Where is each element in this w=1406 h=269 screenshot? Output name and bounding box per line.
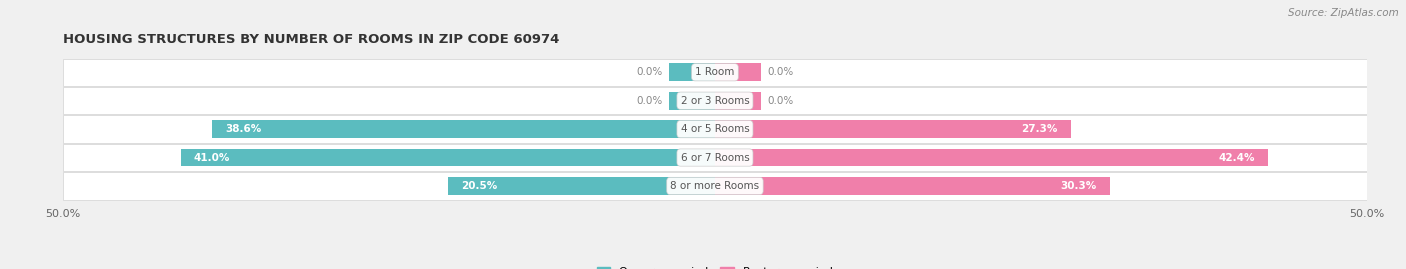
Text: Source: ZipAtlas.com: Source: ZipAtlas.com xyxy=(1288,8,1399,18)
Bar xyxy=(63,115,1367,143)
Text: 42.4%: 42.4% xyxy=(1218,153,1254,162)
Text: 2 or 3 Rooms: 2 or 3 Rooms xyxy=(681,96,749,106)
Text: HOUSING STRUCTURES BY NUMBER OF ROOMS IN ZIP CODE 60974: HOUSING STRUCTURES BY NUMBER OF ROOMS IN… xyxy=(63,33,560,46)
Bar xyxy=(669,63,716,81)
Bar xyxy=(63,87,1367,114)
Text: 30.3%: 30.3% xyxy=(1060,181,1097,191)
Text: 0.0%: 0.0% xyxy=(768,96,793,106)
Bar xyxy=(447,177,716,195)
Bar xyxy=(63,144,1367,171)
Text: 20.5%: 20.5% xyxy=(461,181,498,191)
Text: 1 Room: 1 Room xyxy=(695,67,735,77)
Text: 0.0%: 0.0% xyxy=(637,67,662,77)
Text: 8 or more Rooms: 8 or more Rooms xyxy=(671,181,759,191)
Bar xyxy=(716,149,1268,166)
Text: 41.0%: 41.0% xyxy=(194,153,231,162)
Text: 6 or 7 Rooms: 6 or 7 Rooms xyxy=(681,153,749,162)
Text: 38.6%: 38.6% xyxy=(225,124,262,134)
Bar xyxy=(180,149,716,166)
Bar xyxy=(63,59,1367,86)
Bar xyxy=(63,172,1367,200)
Text: 0.0%: 0.0% xyxy=(637,96,662,106)
Text: 27.3%: 27.3% xyxy=(1021,124,1057,134)
Text: 0.0%: 0.0% xyxy=(768,67,793,77)
Bar xyxy=(716,177,1109,195)
Text: 4 or 5 Rooms: 4 or 5 Rooms xyxy=(681,124,749,134)
Bar xyxy=(669,92,716,109)
Bar xyxy=(716,63,761,81)
Bar xyxy=(716,120,1071,138)
Bar xyxy=(716,92,761,109)
Bar xyxy=(212,120,716,138)
Legend: Owner-occupied, Renter-occupied: Owner-occupied, Renter-occupied xyxy=(596,267,834,269)
